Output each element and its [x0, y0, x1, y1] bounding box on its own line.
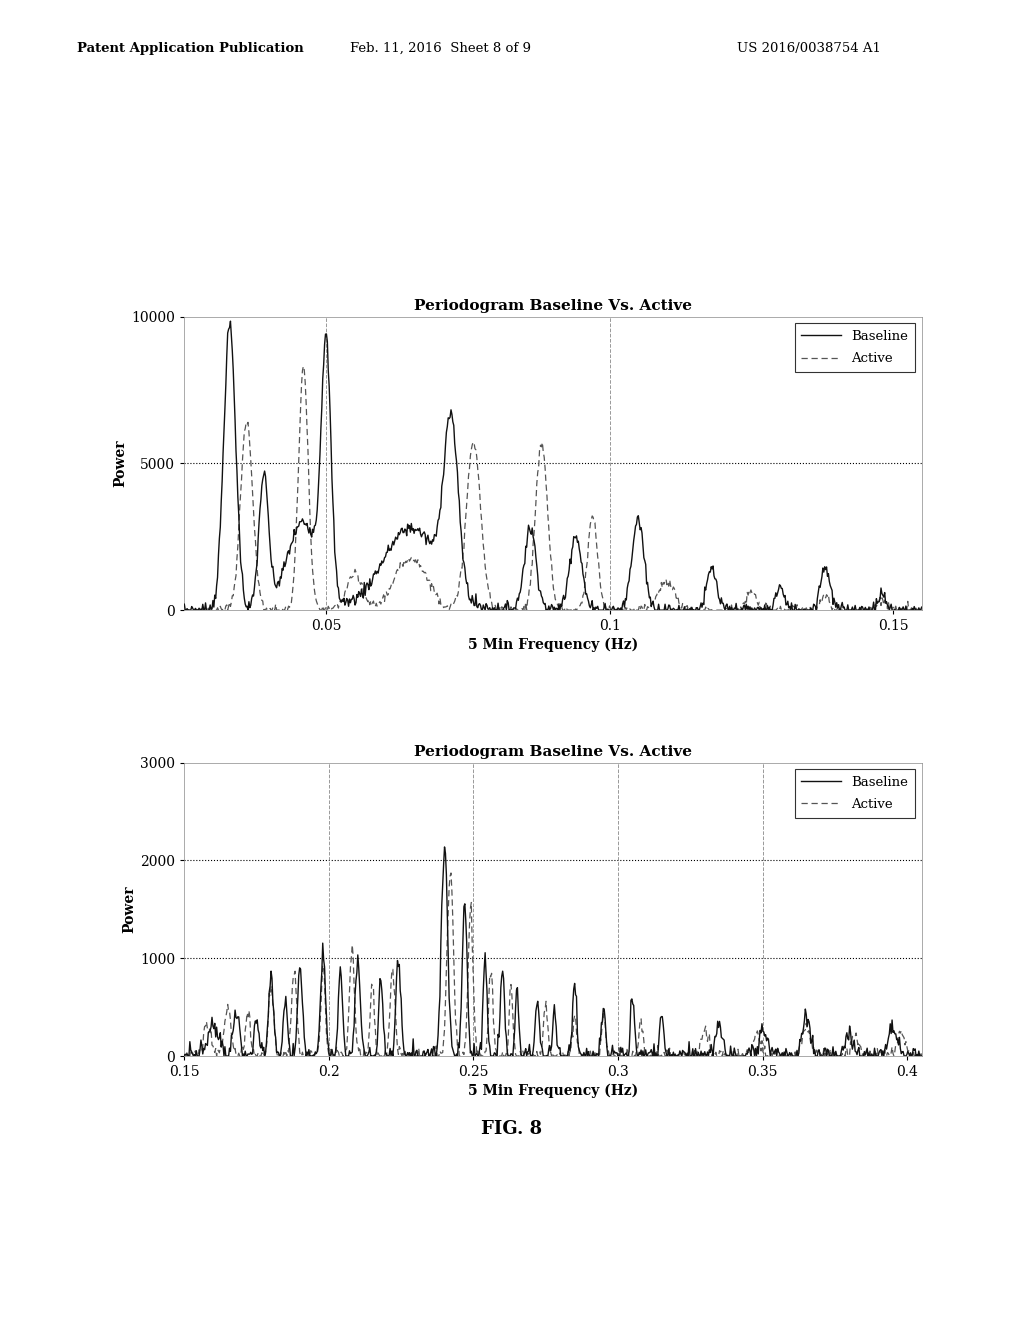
Active [739, 594, 752, 610]
Baseline [628, 998, 640, 1014]
Active [608, 601, 621, 616]
Active [178, 1047, 190, 1063]
Baseline [178, 597, 190, 612]
Baseline [225, 327, 238, 343]
Active [608, 1048, 621, 1064]
Line: Active: Active [184, 366, 922, 610]
Line: Baseline: Baseline [184, 321, 922, 610]
Y-axis label: Power: Power [114, 440, 127, 487]
Active [915, 602, 928, 618]
Active [649, 589, 662, 605]
Baseline [628, 532, 640, 548]
X-axis label: 5 Min Frequency (Hz): 5 Min Frequency (Hz) [468, 638, 638, 652]
Active [178, 602, 190, 618]
Baseline [178, 1047, 190, 1063]
Active [815, 1048, 827, 1064]
Baseline [438, 840, 451, 855]
Active [628, 1048, 640, 1064]
Active [739, 1048, 752, 1064]
Active [179, 602, 191, 618]
Active [224, 598, 237, 614]
Title: Periodogram Baseline Vs. Active: Periodogram Baseline Vs. Active [414, 298, 692, 313]
Baseline [739, 1048, 752, 1064]
Line: Baseline: Baseline [184, 847, 922, 1056]
Baseline [649, 1045, 662, 1061]
Active [179, 1048, 191, 1064]
Text: FIG. 8: FIG. 8 [481, 1119, 543, 1138]
Baseline [179, 602, 191, 618]
Active [628, 602, 640, 618]
Baseline [224, 313, 237, 329]
Baseline [915, 1048, 928, 1064]
Text: US 2016/0038754 A1: US 2016/0038754 A1 [737, 42, 882, 55]
X-axis label: 5 Min Frequency (Hz): 5 Min Frequency (Hz) [468, 1084, 638, 1098]
Active [444, 865, 457, 880]
Baseline [815, 574, 827, 590]
Baseline [608, 1043, 621, 1059]
Active [297, 358, 309, 374]
Active [649, 1048, 662, 1064]
Active [815, 595, 827, 611]
Active [915, 1048, 928, 1064]
Baseline [224, 1043, 237, 1059]
Baseline [915, 599, 928, 615]
Title: Periodogram Baseline Vs. Active: Periodogram Baseline Vs. Active [414, 744, 692, 759]
Baseline [815, 1048, 827, 1064]
Baseline [608, 602, 621, 618]
Legend: Baseline, Active: Baseline, Active [795, 323, 915, 372]
Y-axis label: Power: Power [122, 886, 136, 933]
Text: Feb. 11, 2016  Sheet 8 of 9: Feb. 11, 2016 Sheet 8 of 9 [350, 42, 530, 55]
Legend: Baseline, Active: Baseline, Active [795, 770, 915, 817]
Baseline [182, 1048, 195, 1064]
Baseline [739, 602, 752, 618]
Active [224, 1012, 237, 1028]
Line: Active: Active [184, 873, 922, 1056]
Text: Patent Application Publication: Patent Application Publication [77, 42, 303, 55]
Baseline [649, 602, 662, 618]
